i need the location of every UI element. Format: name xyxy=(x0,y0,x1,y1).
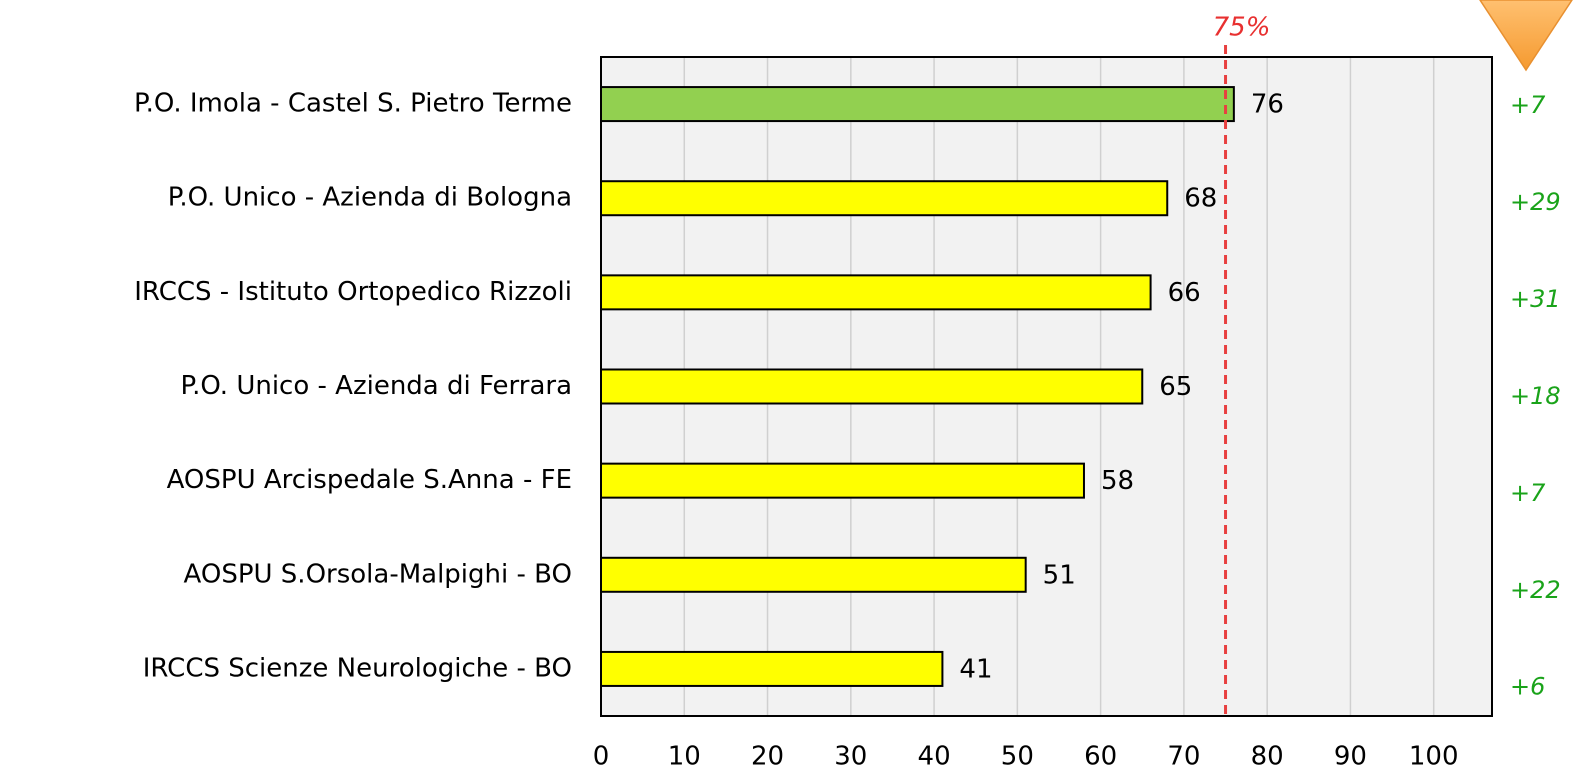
x-tick-label: 10 xyxy=(668,742,701,772)
x-tick-label: 50 xyxy=(1001,742,1034,772)
annotation: +22 xyxy=(1510,576,1561,604)
category-label: IRCCS Scienze Neurologiche - BO xyxy=(143,653,572,683)
bar xyxy=(600,650,944,687)
category-label: P.O. Imola - Castel S. Pietro Terme xyxy=(134,89,572,119)
x-tick-label: 80 xyxy=(1251,742,1284,772)
plot-border xyxy=(600,56,1493,717)
value-label: 58 xyxy=(1101,466,1134,496)
bar xyxy=(600,462,1085,499)
category-label: P.O. Unico - Azienda di Bologna xyxy=(168,183,572,213)
value-label: 65 xyxy=(1159,372,1192,402)
bar xyxy=(600,556,1027,593)
bar xyxy=(600,368,1144,405)
category-label: AOSPU Arcispedale S.Anna - FE xyxy=(167,465,572,495)
annotation: +31 xyxy=(1510,285,1561,313)
annotation: +29 xyxy=(1510,188,1561,216)
value-label: 51 xyxy=(1043,560,1076,590)
value-label: 76 xyxy=(1251,90,1284,120)
annotation: +18 xyxy=(1510,382,1561,410)
x-tick-label: 60 xyxy=(1084,742,1117,772)
x-tick-label: 70 xyxy=(1167,742,1200,772)
annotation: +7 xyxy=(1510,91,1546,119)
annotation: +7 xyxy=(1510,479,1546,507)
arrow-icon xyxy=(1479,0,1573,72)
x-tick-label: 20 xyxy=(751,742,784,772)
annotation: +6 xyxy=(1510,673,1545,701)
category-label: P.O. Unico - Azienda di Ferrara xyxy=(180,371,572,401)
x-tick-label: 100 xyxy=(1409,742,1459,772)
x-tick-label: 90 xyxy=(1334,742,1367,772)
x-tick-label: 40 xyxy=(918,742,951,772)
value-label: 66 xyxy=(1168,278,1201,308)
category-label: IRCCS - Istituto Ortopedico Rizzoli xyxy=(134,277,572,307)
bar xyxy=(600,86,1235,123)
bar xyxy=(600,180,1169,217)
category-label: AOSPU S.Orsola-Malpighi - BO xyxy=(184,559,572,589)
x-tick-label: 0 xyxy=(593,742,610,772)
threshold-label: 75% xyxy=(1213,13,1271,43)
x-tick-label: 30 xyxy=(834,742,867,772)
bar xyxy=(600,274,1152,311)
value-label: 68 xyxy=(1184,184,1217,214)
value-label: 41 xyxy=(959,654,992,684)
